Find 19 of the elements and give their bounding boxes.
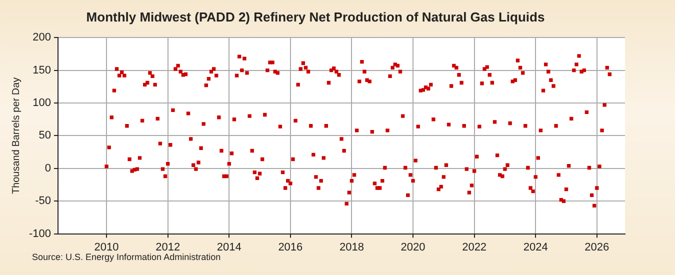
- chart-title: Monthly Midwest (PADD 2) Refinery Net Production of Natural Gas Liquids: [86, 9, 545, 24]
- y-tick-label: -50: [35, 195, 52, 208]
- x-tick-label: 2010: [94, 241, 119, 254]
- source-note: Source: U.S. Energy Information Administration: [32, 252, 221, 262]
- x-tick-label: 2012: [156, 241, 180, 254]
- y-tick-label: 0: [44, 162, 52, 174]
- x-tick-label: 2024: [523, 241, 548, 254]
- x-tick-label: 2022: [462, 241, 487, 254]
- x-tick-label: 2018: [339, 241, 364, 254]
- y-tick-label: 200: [32, 32, 52, 44]
- x-tick-label: 2014: [216, 241, 242, 254]
- y-axis-title: Thousand Barrels per Day: [10, 77, 22, 194]
- x-tick-label: 2020: [400, 241, 426, 254]
- y-tick-label: 150: [32, 64, 52, 76]
- y-tick-label: -100: [28, 228, 52, 240]
- x-tick-label: 2016: [278, 241, 303, 254]
- y-tick-label: 50: [38, 130, 52, 142]
- x-tick-label: 2026: [584, 241, 610, 254]
- y-tick-label: 100: [32, 97, 52, 110]
